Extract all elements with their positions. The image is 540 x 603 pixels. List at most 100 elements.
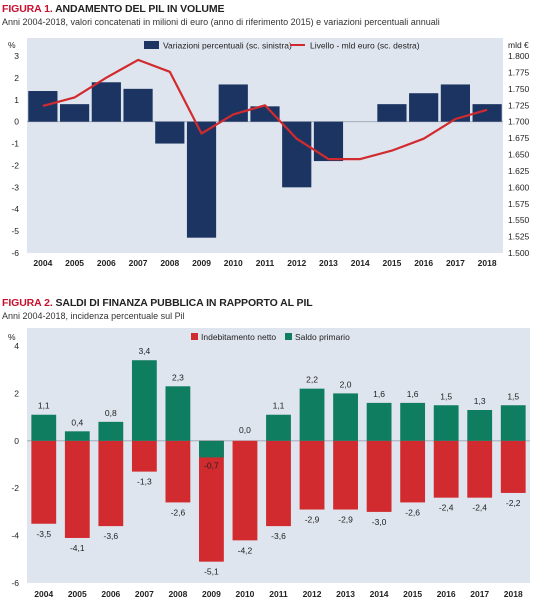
- primary-balance-label: -0,7: [204, 460, 219, 470]
- primary-balance-bar-2004: [31, 414, 57, 441]
- primary-balance-bar-2015: [400, 402, 426, 441]
- x-tick-label: 2016: [414, 258, 433, 268]
- axis-unit: %: [8, 332, 16, 342]
- net-borrowing-label: -3,6: [104, 531, 119, 541]
- x-tick-label: 2007: [129, 258, 148, 268]
- x-tick-label: 2014: [351, 258, 370, 268]
- primary-balance-label: 1,5: [507, 391, 519, 401]
- right-tick-label: 1.725: [508, 100, 530, 110]
- gdp-chart: % mld € 3 2 1 0 -1 -2 -3 -4 -5 -6 1.800 1.775 1.750 1.7…: [8, 38, 530, 268]
- net-borrowing-bar-2015: [400, 440, 426, 503]
- right-tick-label: 1.700: [508, 117, 530, 127]
- x-tick-label: 2008: [160, 258, 179, 268]
- left-tick-label: -4: [11, 204, 19, 214]
- left-tick-label: -5: [11, 226, 19, 236]
- legend-swatch-bars: [144, 41, 159, 49]
- figure-2: FIGURA 2. SALDI DI FINANZA PUBBLICA IN R…: [0, 296, 540, 603]
- primary-balance-label: 1,1: [273, 401, 285, 411]
- primary-balance-label: 3,4: [138, 346, 150, 356]
- left-tick-label: -6: [11, 248, 19, 258]
- right-tick-label: 1.625: [508, 166, 530, 176]
- figure-1-title: FIGURA 1. ANDAMENTO DEL PIL IN VOLUME: [2, 3, 225, 15]
- x-tick-label: 2008: [168, 589, 187, 599]
- bar-2018: [472, 104, 502, 122]
- left-axis-unit: %: [8, 40, 16, 50]
- net-borrowing-label: -1,3: [137, 477, 152, 487]
- primary-balance-bar-2006: [98, 421, 124, 441]
- public-finance-chart: %4 2 0 -2 -4 -6 -3,5 -4,1 -3,6 -1,3 -2,6 -5,1 -4,2 -3…: [8, 328, 530, 599]
- y-tick-label: 4: [14, 341, 19, 351]
- x-tick-label: 2015: [403, 589, 422, 599]
- right-tick-label: 1.550: [508, 215, 530, 225]
- x-tick-label: 2017: [470, 589, 489, 599]
- legend-swatch-primary-balance: [285, 333, 292, 340]
- right-tick-label: 1.800: [508, 51, 530, 61]
- left-tick-label: -2: [11, 160, 19, 170]
- x-tick-label: 2005: [65, 258, 84, 268]
- primary-balance-label: 0,8: [105, 408, 117, 418]
- net-borrowing-bar-2012: [299, 440, 325, 510]
- left-tick-label: 0: [14, 117, 19, 127]
- legend-label-net-borrowing: Indebitamento netto: [201, 332, 276, 342]
- primary-balance-bar-2018: [500, 405, 526, 441]
- x-tick-label: 2005: [68, 589, 87, 599]
- x-tick-label: 2010: [224, 258, 243, 268]
- x-tick-label: 2004: [33, 258, 52, 268]
- figure-2-number: FIGURA 2.: [2, 297, 53, 309]
- x-tick-label: 2011: [256, 258, 275, 268]
- primary-balance-bar-2016: [433, 405, 459, 441]
- x-tick-label: 2012: [287, 258, 306, 268]
- primary-balance-bar-2014: [366, 402, 392, 441]
- x-tick-label: 2004: [34, 589, 53, 599]
- net-borrowing-bar-2007: [131, 440, 157, 472]
- x-tick-label: 2012: [303, 589, 322, 599]
- x-tick-label: 2017: [446, 258, 465, 268]
- x-tick-label: 2010: [236, 589, 255, 599]
- plot-background: [27, 38, 503, 253]
- x-tick-label: 2007: [135, 589, 154, 599]
- primary-balance-label: 2,3: [172, 372, 184, 382]
- primary-balance-bar-2011: [266, 414, 291, 441]
- right-axis-unit: mld €: [508, 40, 529, 50]
- net-borrowing-bar-2006: [98, 440, 124, 527]
- bar-2007: [123, 88, 153, 122]
- x-tick-label: 2006: [97, 258, 116, 268]
- primary-balance-label: 1,6: [373, 389, 385, 399]
- net-borrowing-label: -4,2: [238, 545, 253, 555]
- legend-swatch-net-borrowing: [191, 333, 198, 340]
- x-tick-label: 2016: [437, 589, 456, 599]
- net-borrowing-label: -2,2: [506, 498, 521, 508]
- x-tick-label: 2011: [269, 589, 288, 599]
- primary-balance-label: 0,4: [71, 417, 83, 427]
- net-borrowing-bar-2004: [31, 440, 57, 524]
- primary-balance-label: 2,2: [306, 375, 318, 385]
- bar-2005: [60, 104, 90, 122]
- bar-2013: [313, 121, 344, 162]
- primary-balance-bar-2009: [199, 440, 224, 458]
- net-borrowing-label: -2,6: [405, 507, 420, 517]
- net-borrowing-bar-2017: [467, 440, 493, 498]
- x-tick-label: 2013: [336, 589, 355, 599]
- primary-balance-label: 0,0: [239, 425, 251, 435]
- y-tick-label: -4: [11, 531, 19, 541]
- primary-balance-bar-2017: [467, 409, 493, 441]
- net-borrowing-bar-2009: [199, 440, 224, 562]
- figure-1-title-text: ANDAMENTO DEL PIL IN VOLUME: [52, 3, 225, 15]
- bar-2008: [155, 121, 185, 144]
- bar-2004: [28, 91, 58, 122]
- legend-label-line: Livello - mld euro (sc. destra): [310, 41, 420, 51]
- x-tick-label: 2014: [370, 589, 389, 599]
- right-tick-label: 1.500: [508, 248, 530, 258]
- net-borrowing-label: -3,6: [271, 531, 286, 541]
- right-tick-label: 1.750: [508, 84, 530, 94]
- figure-2-title-text: SALDI DI FINANZA PUBBLICA IN RAPPORTO AL…: [52, 297, 313, 309]
- primary-balance-label: 1,3: [474, 396, 486, 406]
- left-tick-label: -1: [11, 139, 19, 149]
- bar-2012: [282, 121, 312, 188]
- right-tick-label: 1.575: [508, 199, 530, 209]
- primary-balance-bar-2005: [64, 431, 90, 441]
- bar-2011: [250, 106, 280, 122]
- left-tick-label: 2: [14, 73, 19, 83]
- figure-2-subtitle: Anni 2004-2018, incidenza percentuale su…: [2, 311, 185, 321]
- net-borrowing-label: -2,6: [171, 507, 186, 517]
